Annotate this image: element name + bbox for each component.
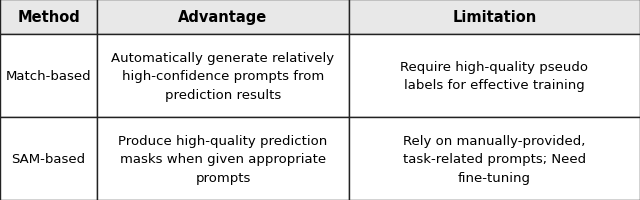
Bar [0,35,97,118]
Text: Rely on manually-provided,
task-related prompts; Need
fine-tuning: Rely on manually-provided, task-related … [403,134,586,184]
Bar [97,118,349,200]
Bar [349,118,640,200]
Text: Produce high-quality prediction
masks when given appropriate
prompts: Produce high-quality prediction masks wh… [118,134,328,184]
Bar [97,0,349,35]
Text: Method: Method [17,10,80,25]
Text: Require high-quality pseudo
labels for effective training: Require high-quality pseudo labels for e… [401,61,588,92]
Bar [349,35,640,118]
Bar [0,118,97,200]
Text: SAM-based: SAM-based [12,152,86,165]
Text: Limitation: Limitation [452,10,536,25]
Text: Match-based: Match-based [6,70,92,83]
Bar [349,0,640,35]
Bar [0,0,97,35]
Bar [97,35,349,118]
Text: Automatically generate relatively
high-confidence prompts from
prediction result: Automatically generate relatively high-c… [111,51,335,101]
Text: Advantage: Advantage [179,10,268,25]
